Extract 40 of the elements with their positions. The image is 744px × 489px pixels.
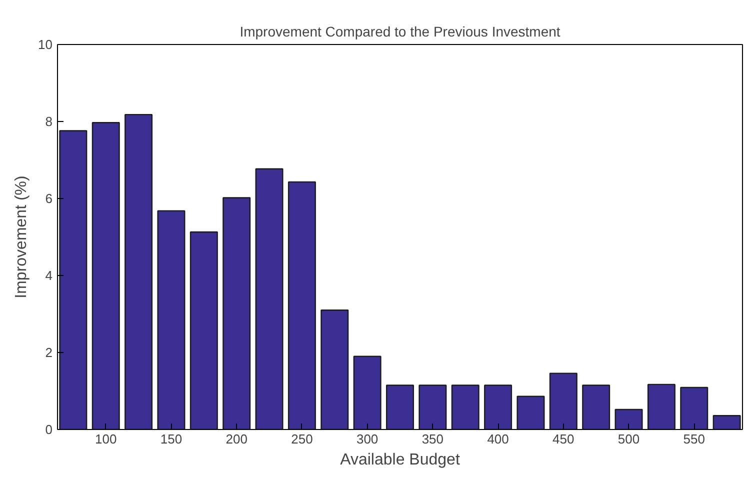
x-tick-label: 250 [291, 432, 313, 446]
y-tick-label: 10 [38, 37, 53, 52]
x-tick-label: 350 [422, 432, 444, 446]
x-axis-title: Available Budget [340, 452, 460, 468]
bar [59, 130, 88, 430]
bar [418, 384, 447, 430]
x-tick-label: 500 [618, 432, 640, 446]
bar [680, 386, 708, 430]
bar [353, 356, 382, 430]
bar [582, 384, 610, 430]
bar [647, 384, 676, 430]
y-axis-title: Improvement (%) [13, 176, 30, 298]
bar [255, 168, 284, 430]
bar [92, 122, 120, 430]
bar [386, 384, 414, 430]
x-tick-label: 300 [356, 432, 378, 446]
x-tick-label: 450 [552, 432, 574, 446]
x-tick-label: 200 [226, 432, 248, 446]
chart-title: Improvement Compared to the Previous Investment [240, 24, 560, 40]
bar [222, 197, 251, 430]
bar [157, 210, 186, 430]
bar [190, 231, 218, 430]
x-tick-label: 150 [160, 432, 182, 446]
bar [451, 384, 480, 430]
y-tick-label: 4 [45, 268, 53, 283]
bar [614, 408, 643, 430]
x-tick-label: 100 [95, 432, 117, 446]
bar [516, 396, 545, 430]
y-tick-label: 8 [45, 114, 53, 129]
bar [288, 181, 316, 430]
x-tick-label: 400 [487, 432, 509, 446]
bar [320, 310, 349, 430]
y-tick-label: 6 [45, 191, 53, 206]
bar [712, 415, 741, 430]
y-tick-label: 0 [45, 422, 53, 437]
y-tick-label: 2 [45, 345, 53, 360]
x-tick-label: 550 [683, 432, 705, 446]
bar [549, 372, 578, 430]
bar [124, 114, 153, 430]
bar [484, 384, 512, 430]
